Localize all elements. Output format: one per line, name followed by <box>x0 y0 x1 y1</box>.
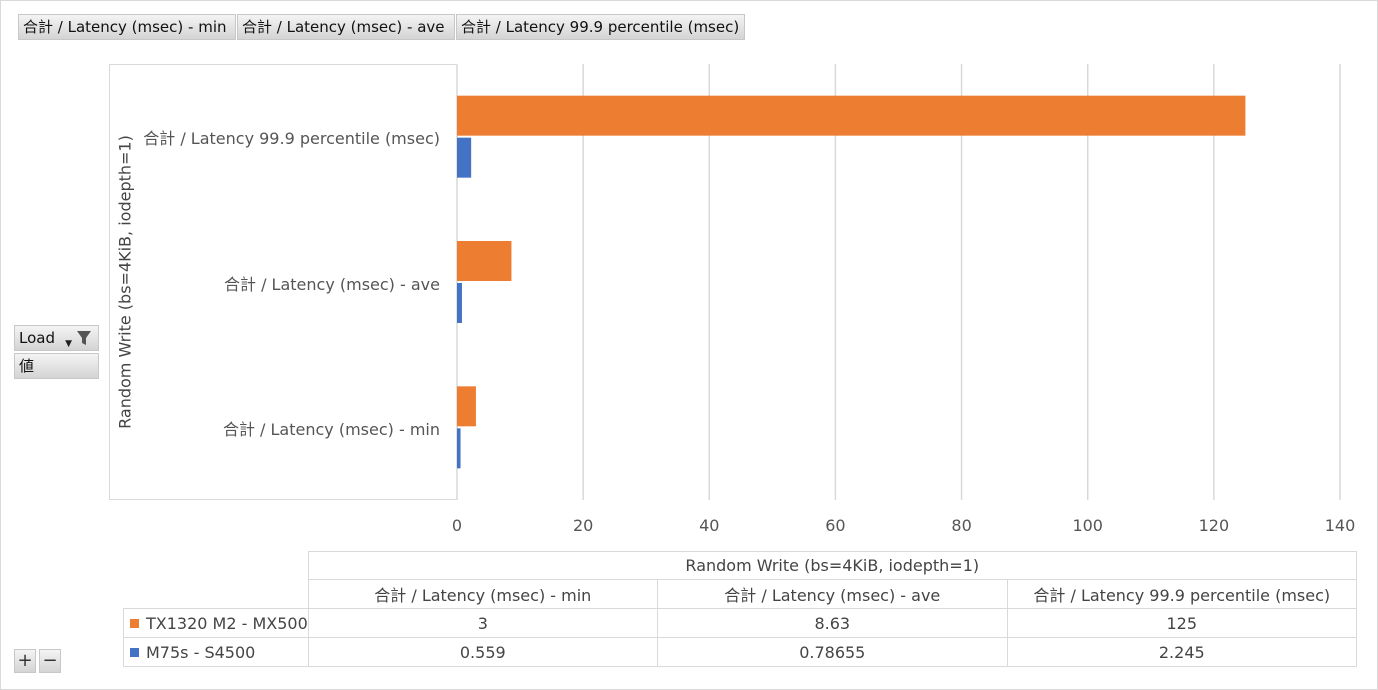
field-button-p999[interactable]: 合計 / Latency 99.9 percentile (msec) <box>456 14 745 40</box>
table-header-axis-title: Random Write (bs=4KiB, iodepth=1) <box>307 551 1357 580</box>
table-cell: 3 <box>307 608 658 638</box>
data-table: Random Write (bs=4KiB, iodepth=1) 合計 / L… <box>123 551 1357 667</box>
table-col-p999: 合計 / Latency 99.9 percentile (msec) <box>1006 579 1357 609</box>
category-label-p999: 合計 / Latency 99.9 percentile (msec) <box>143 129 440 148</box>
x-tick-label: 120 <box>1199 516 1230 535</box>
table-cell: 2.245 <box>1006 637 1357 667</box>
table-cell: 125 <box>1006 608 1357 638</box>
table-cell: 8.63 <box>656 608 1008 638</box>
x-tick-label: 0 <box>452 516 462 535</box>
category-label-ave: 合計 / Latency (msec) - ave <box>223 275 440 294</box>
x-tick-label: 140 <box>1325 516 1356 535</box>
table-col-ave: 合計 / Latency (msec) - ave <box>656 579 1008 609</box>
x-tick-label: 100 <box>1072 516 1103 535</box>
legend-key-tx1320 <box>130 618 139 628</box>
field-button-ave[interactable]: 合計 / Latency (msec) - ave <box>237 14 455 40</box>
legend-key-m75s <box>130 647 139 657</box>
x-tick-label: 20 <box>573 516 593 535</box>
x-tick-label: 60 <box>825 516 845 535</box>
bar-m75s <box>457 137 472 178</box>
table-cell: 0.559 <box>307 637 658 667</box>
plot-top-border <box>109 64 457 65</box>
table-row-header: M75s - S4500 <box>123 637 309 667</box>
dropdown-arrow-icon[interactable]: ▼ <box>65 339 72 349</box>
x-tick-label: 80 <box>951 516 971 535</box>
bar-tx1320 <box>457 386 476 427</box>
table-row: M75s - S4500 0.559 0.78655 2.245 <box>123 637 1357 667</box>
field-button-min[interactable]: 合計 / Latency (msec) - min <box>18 14 236 40</box>
series-name-tx1320: TX1320 M2 - MX500 <box>146 613 308 633</box>
filter-icon[interactable] <box>76 330 92 346</box>
bar-tx1320 <box>457 241 512 281</box>
row-field-load-label: Load <box>19 329 55 347</box>
expand-button[interactable]: + <box>14 649 36 673</box>
bar-m75s <box>457 428 461 469</box>
bar-m75s <box>457 283 462 323</box>
plot-bottom-border <box>109 499 457 500</box>
table-row-header: TX1320 M2 - MX500 <box>123 608 309 638</box>
plot-left-border <box>109 64 110 500</box>
row-field-value[interactable]: 値 <box>14 353 99 379</box>
category-label-min: 合計 / Latency (msec) - min <box>222 420 440 439</box>
x-tick-label: 40 <box>699 516 719 535</box>
bar-tx1320 <box>457 95 1246 136</box>
table-col-min: 合計 / Latency (msec) - min <box>307 579 658 609</box>
series-name-m75s: M75s - S4500 <box>146 642 256 662</box>
row-field-load[interactable]: Load ▼ <box>14 325 99 351</box>
collapse-button[interactable]: − <box>39 649 61 673</box>
table-row: TX1320 M2 - MX500 3 8.63 125 <box>123 608 1357 638</box>
table-cell: 0.78655 <box>656 637 1008 667</box>
